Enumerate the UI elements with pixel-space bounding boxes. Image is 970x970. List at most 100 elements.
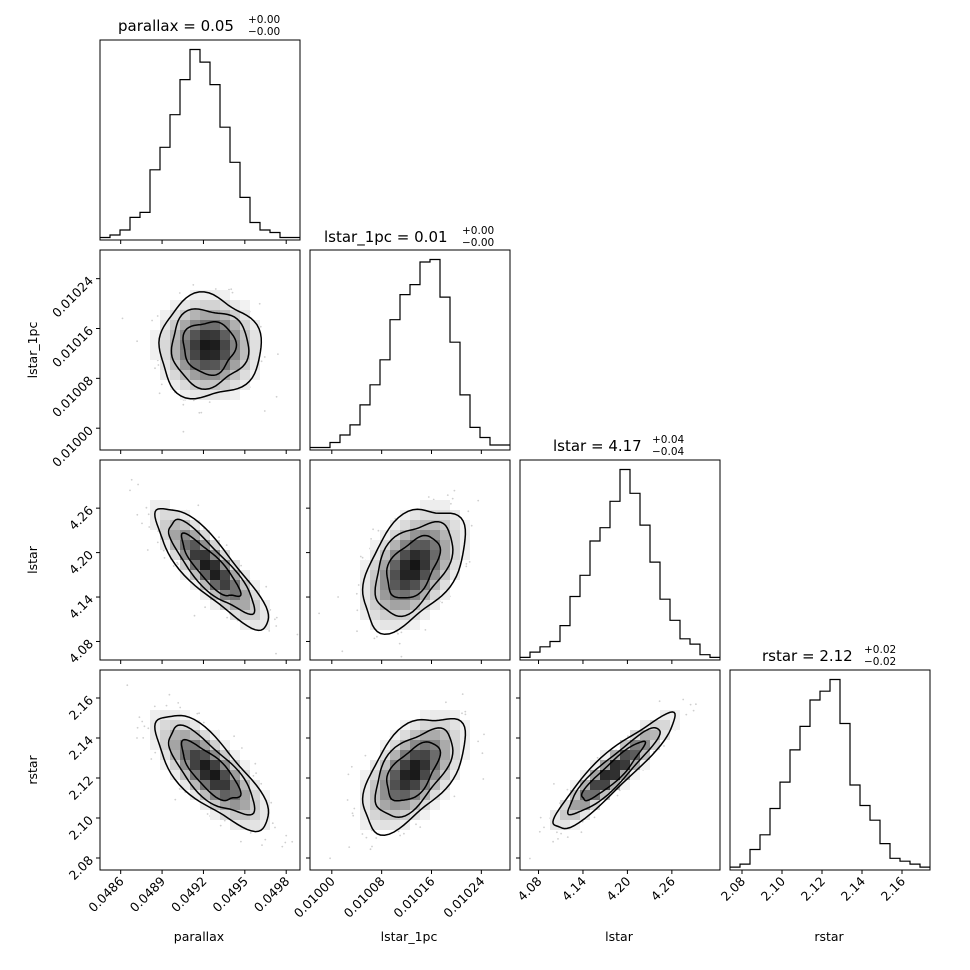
density-cell [620,780,630,790]
sample-point [529,857,531,860]
density-cell [200,740,210,750]
sample-point [483,733,485,736]
density-cell [650,740,660,750]
density-cell [160,310,170,320]
density-cell [210,750,220,760]
density-cell [410,590,420,600]
density-cell [260,610,270,620]
density-cell [250,820,260,830]
density-cell [180,540,190,550]
density-cell [170,310,180,320]
density-cell [410,760,420,770]
sample-point [373,637,376,640]
histogram-parallax [100,48,300,239]
density-cell [260,800,270,810]
density-cell [210,300,220,310]
sample-point [376,635,378,638]
density-cell [250,780,260,790]
density-cell [220,570,230,580]
density-cell [360,580,370,590]
density-cell [170,360,180,370]
density-cell [180,750,190,760]
density-cell [160,500,170,510]
density-cell [240,820,250,830]
title-parallax-upper: +0.00 [248,14,280,26]
sample-point [130,478,133,481]
sample-point [218,536,220,539]
density-cell [440,560,450,570]
density-cell [170,760,180,770]
sample-point [198,712,201,715]
density-cell [200,790,210,800]
density-cell [180,310,190,320]
density-cell [170,550,180,560]
sample-point [165,704,168,707]
density-cell [230,370,240,380]
density-cell [220,330,230,340]
density-cell [200,750,210,760]
sample-point [208,401,211,403]
sample-point [347,773,350,776]
title-rstar-main: rstar = 2.12 [762,647,853,665]
sample-point [151,319,154,322]
density-cell [420,720,430,730]
density-cell [410,750,420,760]
sample-point [399,834,401,837]
density-cell [400,770,410,780]
density-cell [220,790,230,800]
density-cell [410,560,420,570]
density-cell [380,770,390,780]
density-cell [640,720,650,730]
density-cell [460,720,470,730]
density-cell [190,300,200,310]
sample-point [275,616,278,619]
density-cell [200,730,210,740]
sample-point [403,832,405,835]
sample-point [481,752,484,755]
sample-point [453,795,456,798]
contour-line [158,291,263,400]
sample-point [146,549,149,551]
density-cell [440,710,450,720]
density-cell [210,760,220,770]
density-cell [200,580,210,590]
density-cell [210,320,220,330]
density-cell [200,300,210,310]
sample-point [231,291,234,294]
density-cell [220,340,230,350]
density-cell [170,540,180,550]
density-cell [200,760,210,770]
density-cell [640,760,650,770]
density-cell [590,780,600,790]
density-cell [230,590,240,600]
density-cell [370,610,380,620]
density-cell [240,600,250,610]
sample-point [369,848,372,851]
sample-point [141,720,144,723]
sample-point [263,356,266,358]
density-cell [180,530,190,540]
sample-point [178,292,181,294]
sample-point [145,506,148,509]
density-cell [420,760,430,770]
density-cell [230,340,240,350]
density-cell [240,330,250,340]
density-cell [420,790,430,800]
density-cell [390,750,400,760]
density-cell [230,770,240,780]
sample-point [230,288,233,291]
density-cell [160,370,170,380]
density-cell [620,760,630,770]
density-cell [190,390,200,400]
density-cell [210,600,220,610]
density-cell [230,310,240,320]
density-cell [390,600,400,610]
sample-point [593,816,596,819]
density-cell [150,350,160,360]
density-cell [260,790,270,800]
density-cell [180,720,190,730]
sample-point [255,772,257,774]
title-rstar-lower: −0.02 [864,656,896,668]
density-cell [420,560,430,570]
